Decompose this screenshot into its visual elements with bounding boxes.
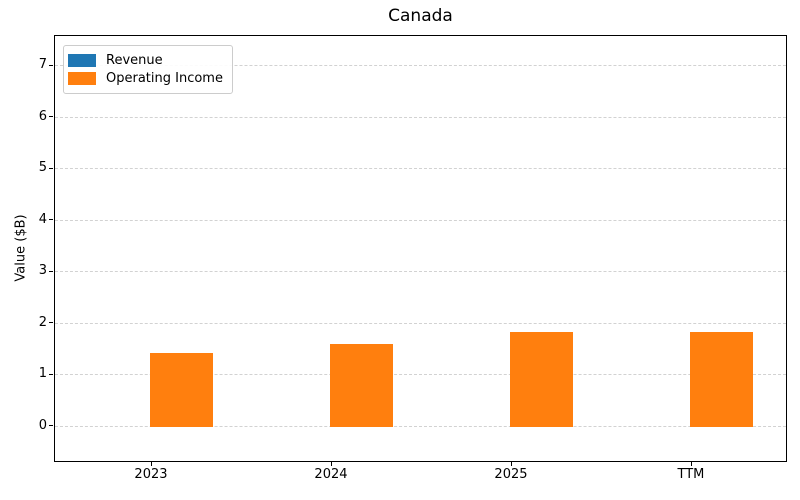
- x-tickmark: [690, 462, 692, 466]
- legend: Revenue Operating Income: [63, 45, 233, 94]
- y-tickmark: [49, 425, 53, 427]
- bar-operating-income-2024: [329, 344, 393, 427]
- y-tick-label-0: 0: [38, 417, 47, 433]
- legend-item-operating-income: Operating Income: [68, 70, 224, 87]
- gridline-y-2: [55, 322, 786, 324]
- y-tick-label-4: 4: [38, 211, 47, 227]
- gridline-y-0: [55, 425, 786, 427]
- y-tickmark: [49, 64, 53, 66]
- y-tick-label-7: 7: [38, 57, 47, 73]
- operating-income-swatch-icon: [68, 72, 96, 85]
- y-tick-label-1: 1: [38, 366, 47, 382]
- y-tick-label-6: 6: [38, 108, 47, 124]
- y-tick-label-3: 3: [38, 263, 47, 279]
- legend-label-revenue: Revenue: [106, 53, 163, 68]
- chart-title: Canada: [388, 6, 453, 26]
- gridline-y-1: [55, 374, 786, 376]
- y-tickmark: [49, 270, 53, 272]
- x-tick-label-2024: 2024: [314, 467, 348, 482]
- bar-operating-income-2023: [149, 353, 213, 427]
- bar-operating-income-2025: [509, 332, 573, 427]
- y-tickmark: [49, 167, 53, 169]
- x-tickmark: [330, 462, 332, 466]
- y-tick-label-2: 2: [38, 314, 47, 330]
- x-tick-label-TTM: TTM: [677, 467, 705, 482]
- gridline-y-6: [55, 116, 786, 118]
- x-tick-label-2023: 2023: [134, 467, 168, 482]
- legend-item-revenue: Revenue: [68, 52, 224, 69]
- bar-operating-income-ttm: [689, 332, 753, 427]
- y-tickmark: [49, 373, 53, 375]
- gridline-y-5: [55, 168, 786, 170]
- plot-area: [54, 35, 787, 462]
- x-tickmark: [510, 462, 512, 466]
- x-tickmark: [150, 462, 152, 466]
- y-tick-label-5: 5: [38, 160, 47, 176]
- gridline-y-3: [55, 271, 786, 273]
- gridline-y-4: [55, 219, 786, 221]
- y-tickmark: [49, 219, 53, 221]
- revenue-swatch-icon: [68, 54, 96, 67]
- gridline-y-7: [55, 65, 786, 67]
- y-tickmark: [49, 116, 53, 118]
- x-tick-label-2025: 2025: [494, 467, 528, 482]
- y-tickmark: [49, 322, 53, 324]
- legend-label-operating-income: Operating Income: [106, 71, 223, 86]
